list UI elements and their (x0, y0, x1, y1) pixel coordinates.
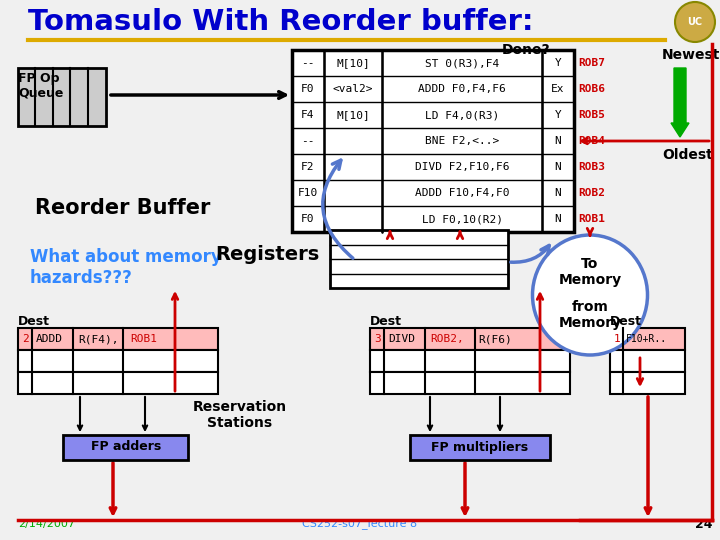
Text: 1: 1 (614, 334, 621, 344)
Text: <val2>: <val2> (333, 84, 373, 94)
Text: ROB7: ROB7 (578, 58, 605, 68)
Text: 2/14/2007: 2/14/2007 (18, 519, 75, 529)
Text: Y: Y (554, 110, 562, 120)
Text: ROB4: ROB4 (578, 136, 605, 146)
Text: Y: Y (554, 58, 562, 68)
Text: F0: F0 (301, 84, 315, 94)
Text: M[10]: M[10] (336, 110, 370, 120)
Bar (330, 230, 508, 288)
Text: Done?: Done? (502, 43, 551, 57)
Text: from
Memory: from Memory (559, 300, 621, 330)
Text: N: N (554, 162, 562, 172)
Text: N: N (554, 214, 562, 224)
Bar (610, 350, 685, 372)
Bar (18, 68, 106, 126)
Text: CS252-s07_lecture 8: CS252-s07_lecture 8 (302, 518, 418, 529)
Text: 2: 2 (22, 334, 29, 344)
Text: FP Op
Queue: FP Op Queue (18, 72, 63, 100)
Text: Dest: Dest (370, 315, 402, 328)
Text: ROB5: ROB5 (578, 110, 605, 120)
Text: ROB2: ROB2 (578, 188, 605, 198)
Text: Tomasulo With Reorder buffer:: Tomasulo With Reorder buffer: (28, 8, 534, 36)
Text: Registers: Registers (215, 245, 319, 264)
Bar (370, 372, 570, 394)
Bar (18, 328, 218, 350)
Text: N: N (554, 188, 562, 198)
Text: DIVD: DIVD (388, 334, 415, 344)
Text: What about memory
hazards???: What about memory hazards??? (30, 248, 222, 287)
Bar (370, 350, 570, 372)
Bar (410, 435, 550, 460)
Text: --: -- (301, 58, 315, 68)
Bar (610, 328, 685, 350)
Text: DIVD F2,F10,F6: DIVD F2,F10,F6 (415, 162, 509, 172)
Bar (292, 50, 574, 232)
Text: Reservation
Stations: Reservation Stations (193, 400, 287, 430)
Text: UC: UC (688, 17, 703, 27)
Text: FP multipliers: FP multipliers (431, 441, 528, 454)
Text: 24: 24 (695, 517, 712, 530)
Text: F2: F2 (301, 162, 315, 172)
Text: F0: F0 (301, 214, 315, 224)
Bar (18, 372, 218, 394)
Text: ADDD F10,F4,F0: ADDD F10,F4,F0 (415, 188, 509, 198)
Ellipse shape (533, 235, 647, 355)
Bar (63, 435, 188, 460)
Text: F4: F4 (301, 110, 315, 120)
Text: BNE F2,<..>: BNE F2,<..> (425, 136, 499, 146)
FancyArrowPatch shape (323, 160, 353, 258)
Text: Ex: Ex (552, 84, 564, 94)
Bar (370, 328, 570, 350)
Bar (18, 350, 218, 372)
Text: R(F6): R(F6) (478, 334, 512, 344)
Text: ROB2,: ROB2, (430, 334, 464, 344)
Text: F10+R..: F10+R.. (626, 334, 667, 344)
Text: ROB1: ROB1 (578, 214, 605, 224)
FancyArrow shape (671, 68, 689, 137)
Text: Oldest: Oldest (662, 148, 713, 162)
Bar (610, 372, 685, 394)
Text: ST 0(R3),F4: ST 0(R3),F4 (425, 58, 499, 68)
Text: --: -- (301, 136, 315, 146)
Text: LD F4,0(R3): LD F4,0(R3) (425, 110, 499, 120)
Text: To
Memory: To Memory (559, 257, 621, 287)
Circle shape (675, 2, 715, 42)
Text: ROB6: ROB6 (578, 84, 605, 94)
Text: ROB1: ROB1 (130, 334, 157, 344)
Text: R(F4),: R(F4), (78, 334, 119, 344)
Text: Reorder Buffer: Reorder Buffer (35, 198, 210, 218)
Text: N: N (554, 136, 562, 146)
Text: ROB3: ROB3 (578, 162, 605, 172)
Text: Newest: Newest (662, 48, 720, 62)
Text: FP adders: FP adders (91, 441, 161, 454)
Text: Dest: Dest (610, 315, 642, 328)
Text: F10: F10 (298, 188, 318, 198)
Text: 3: 3 (374, 334, 381, 344)
Text: Dest: Dest (18, 315, 50, 328)
Text: M[10]: M[10] (336, 58, 370, 68)
FancyArrowPatch shape (510, 246, 549, 262)
Text: ADDD F0,F4,F6: ADDD F0,F4,F6 (418, 84, 506, 94)
Text: ADDD: ADDD (36, 334, 63, 344)
Text: LD F0,10(R2): LD F0,10(R2) (421, 214, 503, 224)
